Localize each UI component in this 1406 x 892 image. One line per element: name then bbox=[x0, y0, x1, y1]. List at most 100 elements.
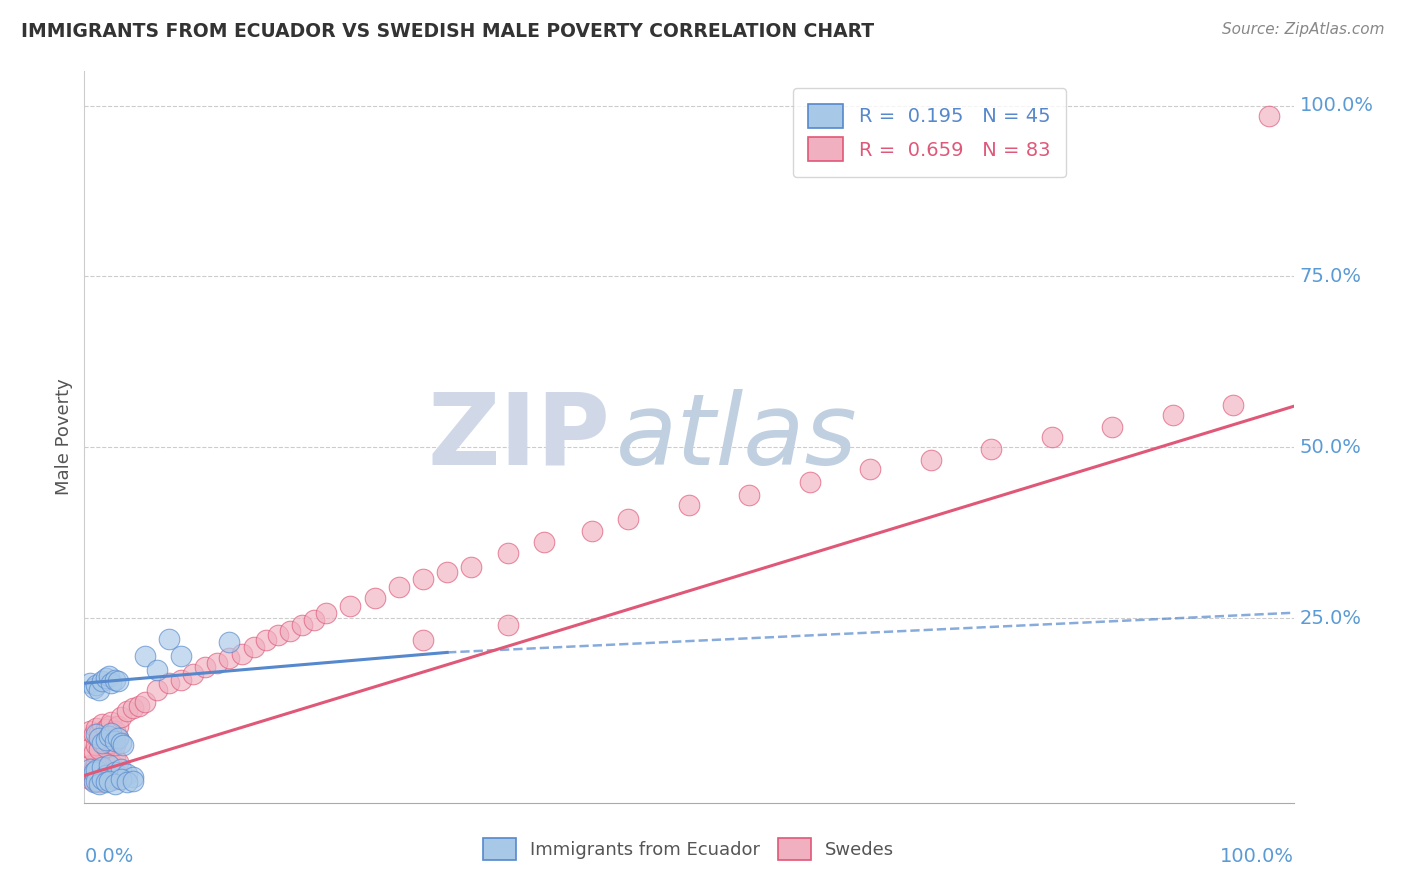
Point bbox=[83, 745, 105, 759]
Point bbox=[87, 731, 110, 745]
Point bbox=[100, 732, 122, 747]
Point bbox=[97, 758, 120, 772]
Point bbox=[86, 721, 108, 735]
Point bbox=[412, 572, 434, 586]
Point bbox=[242, 640, 264, 654]
Point bbox=[617, 512, 640, 526]
Point bbox=[1258, 109, 1281, 123]
Point bbox=[115, 704, 138, 718]
Point bbox=[107, 731, 129, 745]
Point bbox=[83, 775, 105, 789]
Point bbox=[678, 499, 700, 513]
Point bbox=[87, 775, 110, 789]
Y-axis label: Male Poverty: Male Poverty bbox=[55, 379, 73, 495]
Point bbox=[86, 738, 108, 752]
Point bbox=[339, 599, 361, 613]
Point bbox=[388, 581, 411, 595]
Point bbox=[100, 756, 122, 771]
Point bbox=[112, 738, 135, 752]
Point bbox=[110, 710, 132, 724]
Point bbox=[94, 768, 117, 782]
Point bbox=[79, 758, 101, 772]
Point bbox=[91, 760, 114, 774]
Point bbox=[107, 719, 129, 733]
Point bbox=[194, 660, 217, 674]
Point bbox=[91, 755, 114, 769]
Point bbox=[86, 727, 108, 741]
Point bbox=[97, 729, 120, 743]
Point bbox=[104, 673, 127, 687]
Text: 100.0%: 100.0% bbox=[1299, 96, 1374, 115]
Point bbox=[363, 591, 385, 605]
Point bbox=[146, 663, 169, 677]
Point bbox=[128, 698, 150, 713]
Point bbox=[1161, 408, 1184, 422]
Point bbox=[436, 565, 458, 579]
Text: 75.0%: 75.0% bbox=[1299, 267, 1361, 286]
Point bbox=[91, 734, 114, 748]
Point bbox=[1222, 398, 1244, 412]
Point bbox=[86, 770, 108, 784]
Text: IMMIGRANTS FROM ECUADOR VS SWEDISH MALE POVERTY CORRELATION CHART: IMMIGRANTS FROM ECUADOR VS SWEDISH MALE … bbox=[21, 22, 875, 41]
Point bbox=[97, 753, 120, 767]
Point bbox=[1040, 430, 1063, 444]
Point bbox=[104, 734, 127, 748]
Text: ZIP: ZIP bbox=[427, 389, 610, 485]
Point bbox=[110, 736, 132, 750]
Point bbox=[86, 678, 108, 692]
Point bbox=[79, 762, 101, 776]
Point bbox=[94, 732, 117, 747]
Point bbox=[83, 681, 105, 695]
Point bbox=[86, 756, 108, 771]
Point bbox=[94, 672, 117, 686]
Point bbox=[97, 770, 120, 784]
Point bbox=[291, 618, 314, 632]
Point bbox=[302, 613, 325, 627]
Point bbox=[859, 462, 882, 476]
Point bbox=[97, 773, 120, 788]
Point bbox=[79, 724, 101, 739]
Point bbox=[278, 624, 301, 638]
Point bbox=[157, 676, 180, 690]
Point bbox=[87, 683, 110, 698]
Point bbox=[94, 739, 117, 754]
Point bbox=[104, 738, 127, 752]
Point bbox=[104, 777, 127, 791]
Point bbox=[83, 727, 105, 741]
Point bbox=[533, 534, 555, 549]
Point bbox=[83, 762, 105, 776]
Point bbox=[87, 726, 110, 740]
Point bbox=[100, 767, 122, 781]
Point bbox=[207, 656, 229, 670]
Point bbox=[218, 651, 240, 665]
Point bbox=[157, 632, 180, 646]
Point bbox=[121, 773, 143, 788]
Point bbox=[79, 741, 101, 756]
Text: Source: ZipAtlas.com: Source: ZipAtlas.com bbox=[1222, 22, 1385, 37]
Point bbox=[94, 775, 117, 789]
Text: atlas: atlas bbox=[616, 389, 858, 485]
Point bbox=[115, 775, 138, 789]
Point bbox=[100, 726, 122, 740]
Point bbox=[181, 667, 204, 681]
Point bbox=[79, 676, 101, 690]
Point bbox=[254, 633, 277, 648]
Point bbox=[91, 772, 114, 786]
Point bbox=[83, 765, 105, 780]
Point bbox=[100, 676, 122, 690]
Point bbox=[267, 628, 290, 642]
Point bbox=[412, 633, 434, 648]
Point bbox=[121, 770, 143, 784]
Point bbox=[170, 648, 193, 663]
Point bbox=[97, 669, 120, 683]
Point bbox=[115, 767, 138, 781]
Point bbox=[86, 763, 108, 777]
Point bbox=[97, 736, 120, 750]
Point bbox=[460, 560, 482, 574]
Point bbox=[91, 768, 114, 782]
Point bbox=[100, 715, 122, 730]
Point bbox=[104, 772, 127, 786]
Point bbox=[87, 777, 110, 791]
Point bbox=[94, 758, 117, 772]
Point bbox=[134, 695, 156, 709]
